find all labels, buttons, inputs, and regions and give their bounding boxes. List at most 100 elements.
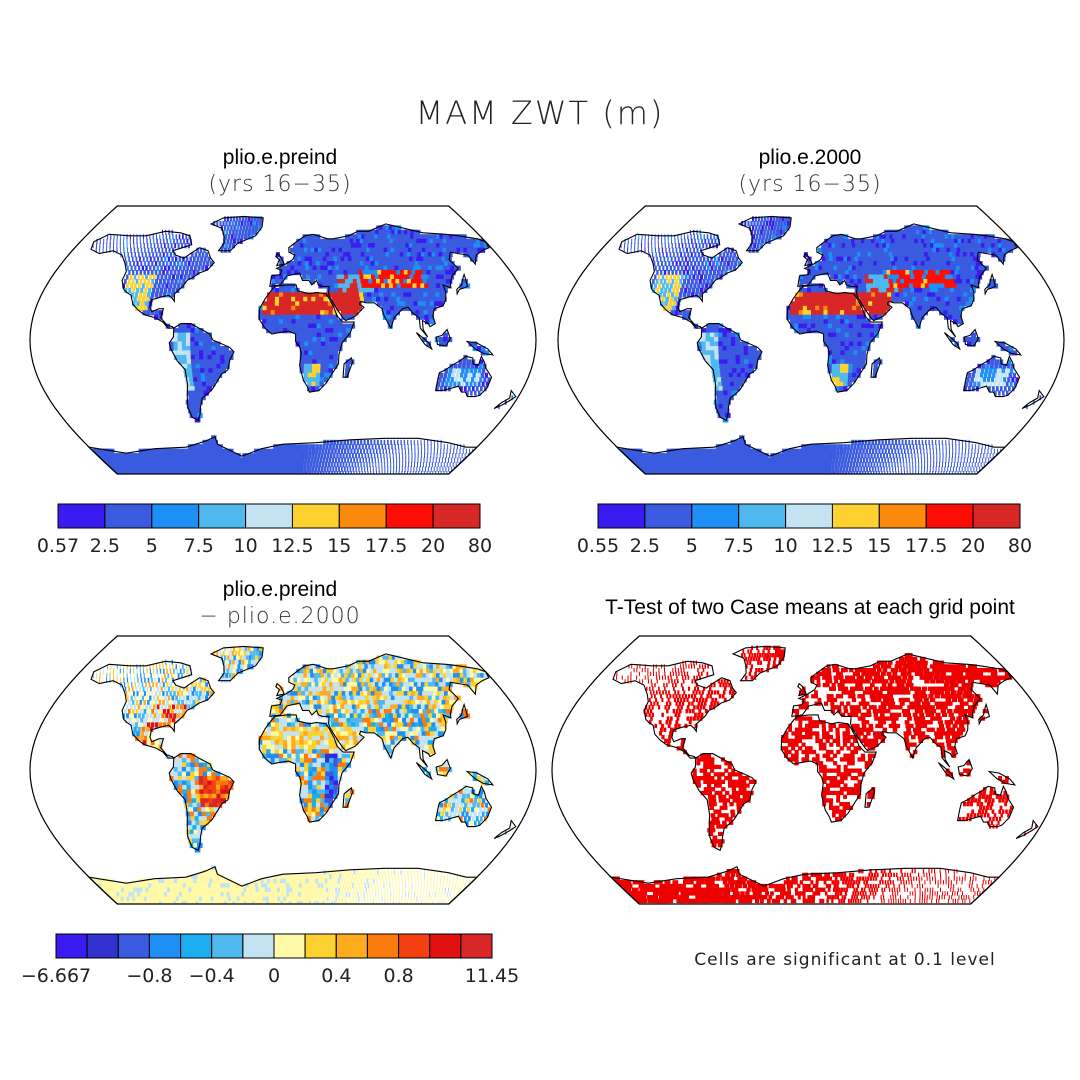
grid-cell: [212, 457, 219, 463]
grid-cell: [733, 462, 740, 468]
grid-cell: [881, 448, 884, 454]
grid-cell: [325, 346, 330, 352]
grid-cell: [829, 457, 833, 463]
grid-cell: [249, 471, 254, 474]
grid-cell: [684, 238, 686, 244]
grid-cell: [982, 457, 984, 463]
grid-cell: [637, 238, 639, 244]
grid-cell: [169, 252, 173, 258]
grid-cell: [763, 229, 766, 235]
grid-cell: [182, 350, 188, 356]
grid-cell: [815, 287, 820, 293]
grid-cell: [714, 323, 720, 329]
grid-cell: [338, 444, 342, 450]
grid-cell: [883, 292, 889, 298]
grid-cell: [411, 444, 412, 450]
grid-cell: [189, 399, 196, 405]
grid-cell: [839, 252, 844, 258]
grid-cell: [467, 359, 471, 365]
grid-cell: [840, 337, 846, 343]
grid-cell: [674, 292, 679, 298]
grid-cell: [635, 234, 637, 240]
grid-cell: [966, 377, 970, 383]
grid-cell: [226, 238, 230, 244]
grid-cell: [879, 256, 885, 262]
grid-cell: [678, 270, 682, 276]
grid-cell: [671, 243, 673, 249]
grid-cell: [857, 466, 860, 472]
grid-cell: [868, 256, 874, 262]
grid-cell: [836, 471, 839, 474]
grid-cell: [377, 457, 379, 463]
grid-cell: [882, 234, 889, 240]
grid-cell: [843, 381, 848, 387]
grid-cell: [940, 256, 948, 262]
grid-cell: [481, 368, 486, 374]
grid-cell: [885, 243, 892, 249]
grid-cell: [283, 328, 288, 334]
grid-cell: [965, 444, 967, 450]
grid-cell: [827, 296, 832, 302]
grid-cell: [341, 261, 347, 267]
grid-cell: [753, 448, 759, 454]
grid-cell: [734, 457, 741, 463]
grid-cell: [713, 256, 717, 262]
grid-cell: [983, 462, 985, 468]
grid-cell: [344, 256, 350, 262]
grid-cell: [967, 466, 969, 472]
grid-cell: [193, 413, 199, 419]
grid-cell: [884, 457, 886, 463]
grid-cell: [408, 296, 415, 302]
grid-cell: [202, 341, 208, 347]
grid-cell: [916, 270, 923, 276]
grid-cell: [709, 243, 711, 249]
grid-cell: [320, 270, 326, 276]
grid-cell: [155, 252, 158, 258]
grid-cell: [279, 261, 284, 267]
grid-cell: [286, 457, 290, 463]
grid-cell: [879, 234, 885, 240]
grid-cell: [874, 238, 880, 244]
grid-cell: [969, 279, 977, 285]
grid-cell: [306, 462, 310, 468]
grid-cell: [744, 363, 750, 369]
grid-cell: [866, 466, 868, 472]
grid-cell: [840, 354, 846, 360]
grid-cell: [823, 453, 827, 459]
grid-cell: [731, 363, 738, 369]
grid-cell: [883, 466, 885, 472]
grid-cell: [926, 265, 933, 271]
grid-cell: [374, 261, 381, 267]
grid-cell: [311, 453, 315, 459]
grid-cell: [1001, 381, 1005, 387]
grid-cell: [478, 390, 481, 396]
grid-cell: [156, 238, 158, 244]
grid-cell: [787, 462, 792, 468]
grid-cell: [373, 453, 376, 459]
grid-cell: [387, 439, 389, 445]
grid-cell: [989, 453, 991, 459]
grid-cell: [935, 261, 942, 267]
grid-cell: [888, 279, 894, 285]
grid-cell: [855, 462, 858, 468]
grid-cell: [306, 243, 312, 249]
grid-cell: [182, 265, 186, 271]
grid-cell: [187, 261, 191, 267]
grid-cell: [390, 439, 392, 445]
grid-cell: [303, 247, 309, 253]
grid-cell: [722, 404, 729, 410]
grid-cell: [372, 296, 378, 302]
grid-cell: [283, 466, 287, 472]
grid-cell: [969, 457, 971, 463]
grid-cell: [328, 363, 334, 369]
grid-cell: [445, 466, 447, 472]
grid-cell: [149, 265, 152, 271]
grid-cell: [377, 270, 383, 276]
grid-cell: [364, 471, 366, 474]
grid-cell: [799, 471, 804, 474]
grid-cell: [354, 270, 361, 276]
grid-cell: [830, 234, 835, 240]
grid-cell: [984, 448, 986, 454]
grid-cell: [347, 256, 354, 262]
grid-cell: [634, 243, 636, 249]
